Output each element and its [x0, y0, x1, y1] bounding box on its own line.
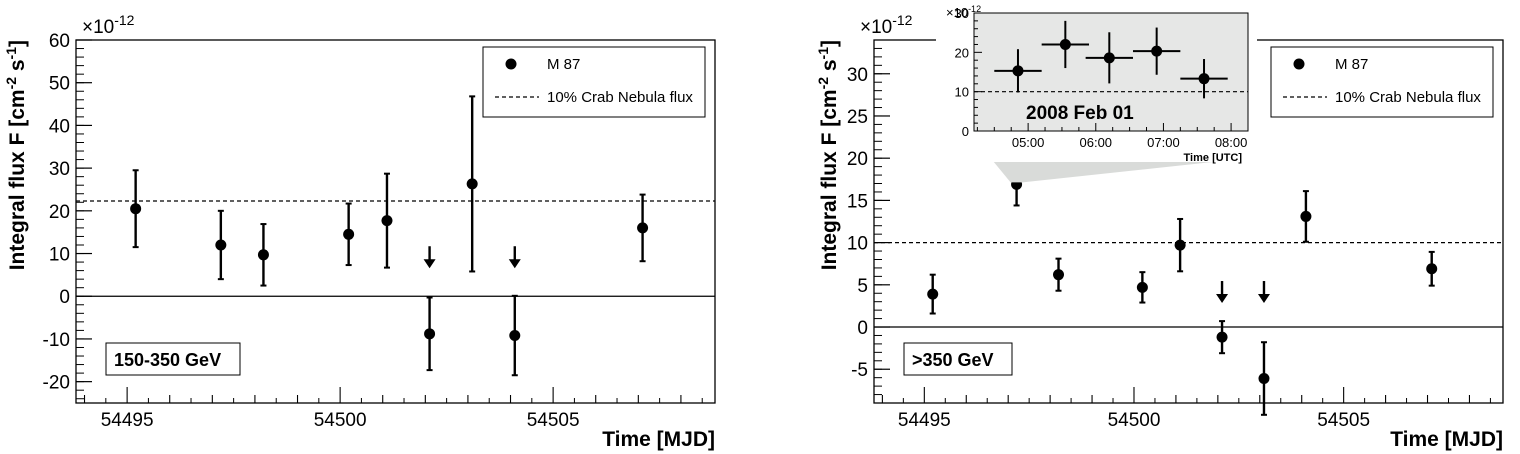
y-axis-title: Integral flux F [cm-2 s-1]	[815, 40, 841, 270]
inset-y-tick-label: 10	[955, 85, 969, 100]
legend-entry-crab: 10% Crab Nebula flux	[547, 89, 693, 106]
legend-entry-m87: M 87	[1335, 56, 1368, 73]
x-tick-label: 54500	[1108, 410, 1161, 431]
inset-y-tick-label: 0	[962, 124, 969, 139]
inset-exponent-label: ×10-12	[946, 4, 981, 20]
y-exponent-label: ×10-12	[82, 12, 135, 38]
y-tick-label: -10	[43, 330, 70, 351]
data-point	[466, 178, 478, 190]
plot-frame	[75, 39, 716, 404]
data-point	[509, 330, 521, 342]
y-tick-label: 0	[857, 318, 868, 339]
inset-x-tick-label: 08:00	[1215, 135, 1248, 150]
y-tick-label: -5	[851, 360, 868, 381]
legend-box	[1270, 46, 1494, 118]
legend-entry-m87: M 87	[547, 56, 580, 73]
inset-x-axis-title: Time [UTC]	[1184, 152, 1243, 164]
data-point	[1258, 373, 1270, 385]
data-point	[1426, 263, 1438, 275]
inset-y-tick-label: 30	[955, 6, 969, 21]
inset-x-tick-label: 07:00	[1147, 135, 1180, 150]
x-axis-title: Time [MJD]	[1390, 428, 1503, 451]
x-tick-label: 54505	[527, 410, 580, 431]
data-point	[130, 203, 142, 215]
inset-data-point	[1151, 45, 1163, 57]
x-tick-label: 54495	[898, 410, 951, 431]
upper-limit-arrowhead	[1257, 294, 1270, 304]
energy-label-box	[903, 342, 1013, 376]
y-tick-label: 25	[847, 107, 868, 128]
inset-x-tick-label: 05:00	[1012, 135, 1045, 150]
x-tick-label: 54500	[314, 410, 367, 431]
x-axis-title: Time [MJD]	[602, 428, 715, 451]
x-tick-label: 54495	[101, 410, 154, 431]
data-point	[1053, 269, 1065, 281]
y-tick-label: 30	[847, 65, 868, 86]
data-point	[343, 228, 355, 240]
x-tick-label: 54505	[1317, 410, 1370, 431]
data-point	[927, 288, 939, 300]
y-tick-label: 50	[49, 74, 70, 95]
inset-x-tick-label: 06:00	[1080, 135, 1113, 150]
legend-box	[482, 46, 706, 118]
right-panel: -5 0 5 10 15 20 25 30 54495 54500 54505 ×10-12 Integ…	[815, 4, 1504, 451]
y-tick-label: -20	[43, 373, 70, 394]
y-tick-label: 20	[49, 202, 70, 223]
data-point	[215, 239, 227, 251]
inset-data-point	[1198, 73, 1210, 85]
legend-marker	[505, 58, 517, 70]
y-tick-label: 5	[857, 276, 868, 297]
data-point	[1136, 281, 1148, 293]
data-point	[381, 215, 393, 227]
y-tick-label: 15	[847, 191, 868, 212]
y-tick-label: 20	[847, 149, 868, 170]
data-point	[257, 249, 269, 261]
left-panel: -20 -10 0 10 20 30 40 50 60 54495 54500 54505 ×10-12…	[3, 12, 716, 451]
y-tick-label: 30	[49, 159, 70, 180]
y-tick-label: 60	[49, 31, 70, 52]
inset-data-point	[1103, 52, 1115, 64]
y-exponent-label: ×10-12	[860, 12, 913, 38]
y-tick-label: 10	[847, 234, 868, 255]
data-point	[1300, 210, 1312, 222]
data-point	[637, 222, 649, 234]
upper-limit-arrowhead	[508, 259, 521, 269]
y-tick-label: 0	[59, 287, 70, 308]
energy-label: >350 GeV	[912, 350, 994, 370]
inset-y-tick-label: 20	[955, 45, 969, 60]
energy-label-box	[105, 342, 241, 376]
data-point	[1216, 331, 1228, 343]
legend-marker	[1293, 58, 1305, 70]
upper-limit-arrowhead	[423, 259, 436, 269]
legend-entry-crab: 10% Crab Nebula flux	[1335, 89, 1481, 106]
data-point	[424, 328, 436, 340]
data-point	[1174, 239, 1186, 251]
inset-data-point	[1012, 65, 1024, 77]
energy-label: 150-350 GeV	[114, 350, 221, 370]
upper-limit-arrowhead	[1216, 294, 1229, 304]
y-tick-label: 40	[49, 116, 70, 137]
inset-data-point	[1059, 38, 1071, 50]
y-axis-title: Integral flux F [cm-2 s-1]	[3, 40, 29, 270]
inset-title: 2008 Feb 01	[1026, 103, 1134, 124]
y-tick-label: 10	[49, 245, 70, 266]
